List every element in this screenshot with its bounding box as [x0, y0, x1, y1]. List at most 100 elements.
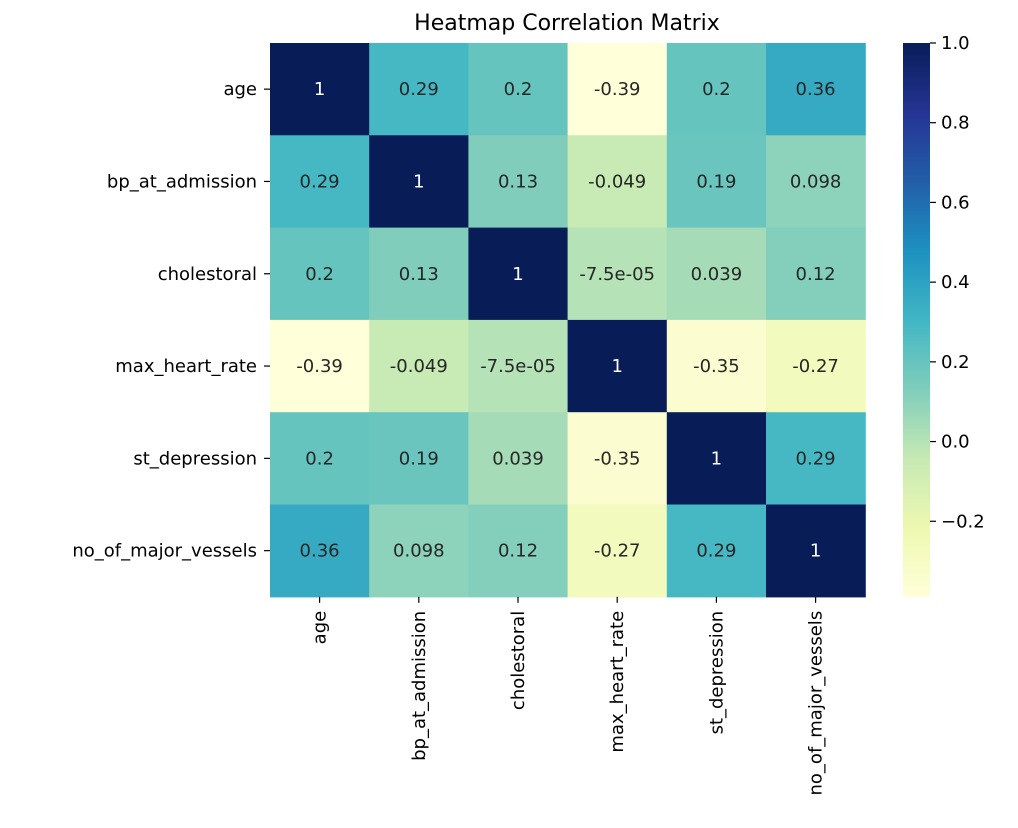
cell-value-label: -0.39 [594, 79, 641, 100]
heatmap-cell [369, 412, 469, 506]
cell-value-label: -7.5e-05 [480, 356, 556, 377]
cell-value-label: 0.29 [796, 448, 836, 469]
colorbar: 1.0 0.8 0.6 0.4 0.2 0.0 −0.2 [903, 33, 985, 597]
y-tick-label: no_of_major_vessels [72, 541, 257, 562]
heatmap-cell [567, 135, 668, 229]
colorbar-gradient [903, 43, 930, 597]
heatmap-cell [666, 135, 767, 229]
heatmap-cell [270, 319, 370, 413]
heatmap-cell [468, 504, 569, 598]
heatmap-cell [666, 504, 767, 598]
x-tick-label: age [310, 611, 331, 645]
x-tick-label: max_heart_rate [607, 611, 628, 753]
cell-value-label: 0.12 [796, 264, 836, 285]
cell-value-label: 0.2 [702, 79, 731, 100]
cell-value-label: 0.2 [504, 79, 533, 100]
cell-value-label: 0.13 [399, 264, 439, 285]
cell-value-label: 0.039 [691, 264, 743, 285]
y-tick-label: max_heart_rate [115, 356, 257, 377]
y-tick-label: st_depression [133, 448, 257, 469]
x-tick-label: cholestoral [508, 611, 529, 710]
heatmap-cell [666, 319, 767, 413]
cell-value-label: -0.049 [588, 171, 646, 192]
heatmap-cell [270, 43, 370, 136]
heatmap-cell [666, 412, 767, 506]
colorbar-tick-label: −0.2 [941, 511, 985, 532]
heatmap-cell-labels: 1 0.29 0.2 -0.39 0.2 0.36 0.29 1 0.13 -0.049 0.19 0… [296, 79, 841, 562]
heatmap-cell [270, 227, 370, 321]
y-tick-label: cholestoral [158, 264, 257, 285]
heatmap-cell [369, 319, 469, 413]
heatmap-cell [270, 135, 370, 229]
cell-value-label: -0.27 [792, 356, 839, 377]
cell-value-label: -0.35 [594, 448, 641, 469]
cell-value-label: -7.5e-05 [579, 264, 655, 285]
cell-value-label: 0.36 [796, 79, 836, 100]
cell-value-label: 0.098 [790, 171, 842, 192]
colorbar-tick-label: 0.0 [941, 432, 970, 453]
x-tick-label: bp_at_admission [409, 611, 430, 761]
colorbar-tick-label: 1.0 [941, 33, 970, 54]
heatmap-cell [567, 504, 668, 598]
cell-value-label: 0.29 [696, 541, 736, 562]
cell-value-label: 0.36 [300, 541, 340, 562]
cell-value-label: 1 [314, 79, 325, 100]
cell-value-label: 0.19 [399, 448, 439, 469]
colorbar-tick-label: 0.6 [941, 192, 970, 213]
cell-value-label: -0.35 [693, 356, 740, 377]
heatmap-cell [567, 227, 668, 321]
cell-value-label: 0.19 [696, 171, 736, 192]
y-axis: age bp_at_admission cholestoral max_heart_r… [72, 79, 270, 562]
colorbar-tick-label: 0.2 [941, 352, 970, 373]
cell-value-label: -0.27 [594, 541, 641, 562]
heatmap-cell [567, 43, 668, 136]
heatmap-cell [369, 504, 469, 598]
heatmap-cell [369, 135, 469, 229]
cell-value-label: 1 [413, 171, 424, 192]
y-tick-label: bp_at_admission [107, 171, 257, 192]
heatmap-cell [766, 504, 866, 598]
chart-title: Heatmap Correlation Matrix [414, 11, 720, 36]
heatmap-cell [567, 412, 668, 506]
cell-value-label: 0.2 [305, 448, 334, 469]
cell-value-label: 0.29 [300, 171, 340, 192]
heatmap-cells [270, 43, 866, 598]
cell-value-label: 0.2 [305, 264, 334, 285]
heatmap-cell [369, 43, 469, 136]
cell-value-label: 0.29 [399, 79, 439, 100]
heatmap-cell [666, 43, 767, 136]
colorbar-tick-label: 0.4 [941, 272, 970, 293]
heatmap-cell [270, 412, 370, 506]
heatmap-cell [468, 43, 569, 136]
cell-value-label: 0.13 [498, 171, 538, 192]
heatmap-cell [766, 43, 866, 136]
y-tick-label: age [223, 79, 257, 100]
cell-value-label: 1 [711, 448, 722, 469]
heatmap-cell [766, 412, 866, 506]
heatmap-cell [468, 319, 569, 413]
cell-value-label: 1 [810, 541, 821, 562]
heatmap-cell [468, 412, 569, 506]
heatmap-cell [766, 227, 866, 321]
x-tick-label: st_depression [706, 611, 727, 735]
heatmap-cell [567, 319, 668, 413]
heatmap-cell [369, 227, 469, 321]
cell-value-label: 0.098 [393, 541, 445, 562]
cell-value-label: -0.049 [390, 356, 448, 377]
heatmap-cell [766, 319, 866, 413]
x-tick-label: no_of_major_vessels [806, 611, 827, 796]
cell-value-label: 1 [611, 356, 622, 377]
heatmap-cell [468, 227, 569, 321]
heatmap-cell [270, 504, 370, 598]
x-axis: age bp_at_admission cholestoral max_heart_r… [310, 596, 827, 796]
heatmap-cell [766, 135, 866, 229]
cell-value-label: 1 [512, 264, 523, 285]
heatmap-cell [468, 135, 569, 229]
heatmap-cell [666, 227, 767, 321]
colorbar-tick-label: 0.8 [941, 113, 970, 134]
cell-value-label: 0.12 [498, 541, 538, 562]
cell-value-label: 0.039 [492, 448, 544, 469]
cell-value-label: -0.39 [296, 356, 343, 377]
